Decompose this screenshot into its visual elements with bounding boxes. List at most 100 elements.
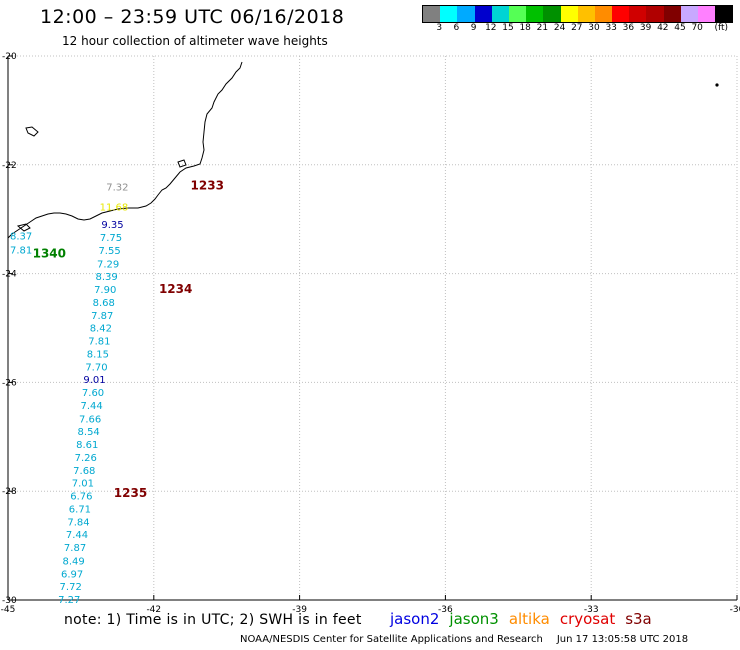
legend-label: 36	[622, 23, 635, 33]
wave-height-label: 9.35	[101, 220, 123, 231]
y-tick-label: -20	[2, 52, 17, 62]
wave-height-label: 7.70	[85, 363, 107, 374]
legend-label: 33	[605, 23, 617, 33]
wave-height-label: 8.61	[76, 440, 98, 451]
pass-time-label: 1235	[114, 486, 147, 500]
legend-swatch	[612, 6, 630, 22]
wave-height-label: 11.68	[100, 203, 129, 214]
x-tick-label: -45	[1, 605, 16, 615]
x-tick-label: -33	[584, 605, 599, 615]
legend-swatch	[629, 6, 647, 22]
credit-line: NOAA/NESDIS Center for Satellite Applica…	[240, 634, 688, 645]
wave-height-label: 7.87	[64, 543, 86, 554]
legend-swatch	[594, 6, 613, 22]
legend-label: 27	[571, 23, 583, 33]
legend-label: 70	[691, 23, 703, 33]
wave-height-label: 7.44	[80, 401, 102, 412]
legend-swatch	[440, 6, 458, 22]
wave-height-label: 6.76	[70, 492, 92, 503]
wave-height-label: 7.44	[66, 530, 88, 541]
legend-label: 24	[553, 23, 566, 33]
legend-label: 12	[485, 23, 497, 33]
wave-height-label: 7.32	[106, 183, 128, 194]
brazil-coastline	[7, 61, 243, 239]
footer-note: note: 1) Time is in UTC; 2) SWH is in fe…	[64, 612, 362, 628]
legend-swatch	[423, 6, 441, 22]
wave-height-label: 7.68	[73, 466, 95, 477]
map-frame	[7, 55, 738, 601]
legend-swatch	[680, 6, 698, 22]
legend-swatch	[663, 6, 681, 22]
legend-swatch	[715, 6, 733, 22]
legend-swatch	[577, 6, 595, 22]
pass-time-label: 1233	[191, 178, 224, 192]
wave-height-label: 8.37	[10, 232, 32, 243]
y-tick-label: -26	[2, 378, 17, 388]
pass-time-labels: 1233 1234 1235 1340	[33, 178, 224, 499]
satellite-jason3: jason3	[449, 610, 499, 628]
legend-swatch	[474, 6, 492, 22]
island-dot	[715, 83, 719, 87]
y-tick-label: -30	[2, 596, 17, 606]
wave-height-label: 7.66	[79, 414, 101, 425]
legend-label: 18	[519, 23, 531, 33]
map-title: 12:00 – 23:59 UTC 06/16/2018	[40, 6, 345, 28]
y-tick-label: -24	[2, 270, 17, 280]
wave-height-label: 9.01	[83, 375, 105, 386]
legend-label: 21	[536, 23, 549, 33]
island-3	[16, 223, 31, 232]
wave-height-label: 7.29	[97, 259, 119, 270]
wave-height-label: 8.42	[90, 323, 112, 334]
legend-tick-labels: 3 6 9 12 15 18 21 24 27 30 33 36 39 42 45 70 (ft)	[422, 23, 740, 35]
wave-height-label: 7.90	[94, 285, 116, 296]
wave-height-label: 7.01	[72, 478, 94, 489]
satellite-s3a: s3a	[625, 610, 652, 628]
wave-height-labels: 7.32 11.68 9.35 7.75 7.55 7.29 8.39 7.90 8.68 7.8…	[10, 183, 128, 606]
wave-height-label: 8.39	[96, 272, 118, 283]
legend-label: 42	[657, 23, 669, 33]
legend-swatch	[526, 6, 544, 22]
wave-height-label: 7.81	[10, 246, 32, 257]
lat-lon-grid	[7, 55, 738, 601]
axis-tick-labels: -45 -42 -39 -36 -33 -30 -20 -22 -24 -26 -28 -30	[1, 52, 740, 615]
legend-label: 15	[502, 23, 514, 33]
x-tick-label: -30	[730, 605, 740, 615]
legend-label: 39	[639, 23, 652, 33]
island-2	[177, 159, 187, 168]
wave-height-label: 6.97	[61, 569, 83, 580]
wave-height-label: 6.71	[69, 505, 91, 516]
legend-swatch	[543, 6, 561, 22]
legend-swatch	[646, 6, 664, 22]
wave-height-label: 7.81	[88, 337, 110, 348]
legend-label: 9	[470, 23, 477, 33]
island-1	[25, 126, 39, 137]
wave-height-label: 7.55	[98, 246, 120, 257]
wave-height-label: 8.54	[78, 427, 100, 438]
wave-height-label: 7.60	[82, 388, 104, 399]
satellite-legend: jason2 jason3 altika cryosat s3a	[390, 610, 662, 628]
legend-label: 6	[453, 23, 460, 33]
wave-height-label: 8.68	[93, 298, 115, 309]
x-tick-label: -42	[146, 605, 161, 615]
legend-swatch	[560, 6, 578, 22]
wave-height-label: 7.87	[91, 311, 113, 322]
wave-height-label: 7.26	[75, 453, 97, 464]
x-tick-label: -39	[292, 605, 307, 615]
wave-height-color-legend	[422, 5, 734, 23]
legend-unit: (ft)	[714, 23, 729, 33]
y-tick-label: -28	[2, 487, 17, 497]
x-tick-label: -36	[438, 605, 453, 615]
generated-timestamp: Jun 17 13:05:58 UTC 2018	[556, 634, 689, 645]
legend-label: 30	[588, 23, 600, 33]
wave-height-label: 7.84	[67, 518, 89, 529]
legend-label: 45	[674, 23, 686, 33]
coastline	[7, 61, 243, 239]
satellite-altika: altika	[508, 610, 550, 628]
wave-height-label: 7.72	[60, 582, 82, 593]
wave-height-label: 7.75	[100, 233, 122, 244]
map-subtitle: 12 hour collection of altimeter wave hei…	[62, 34, 328, 48]
pass-time-label: 1340	[33, 246, 66, 260]
credit-text: NOAA/NESDIS Center for Satellite Applica…	[240, 634, 543, 645]
wave-height-label: 7.27	[58, 595, 80, 606]
